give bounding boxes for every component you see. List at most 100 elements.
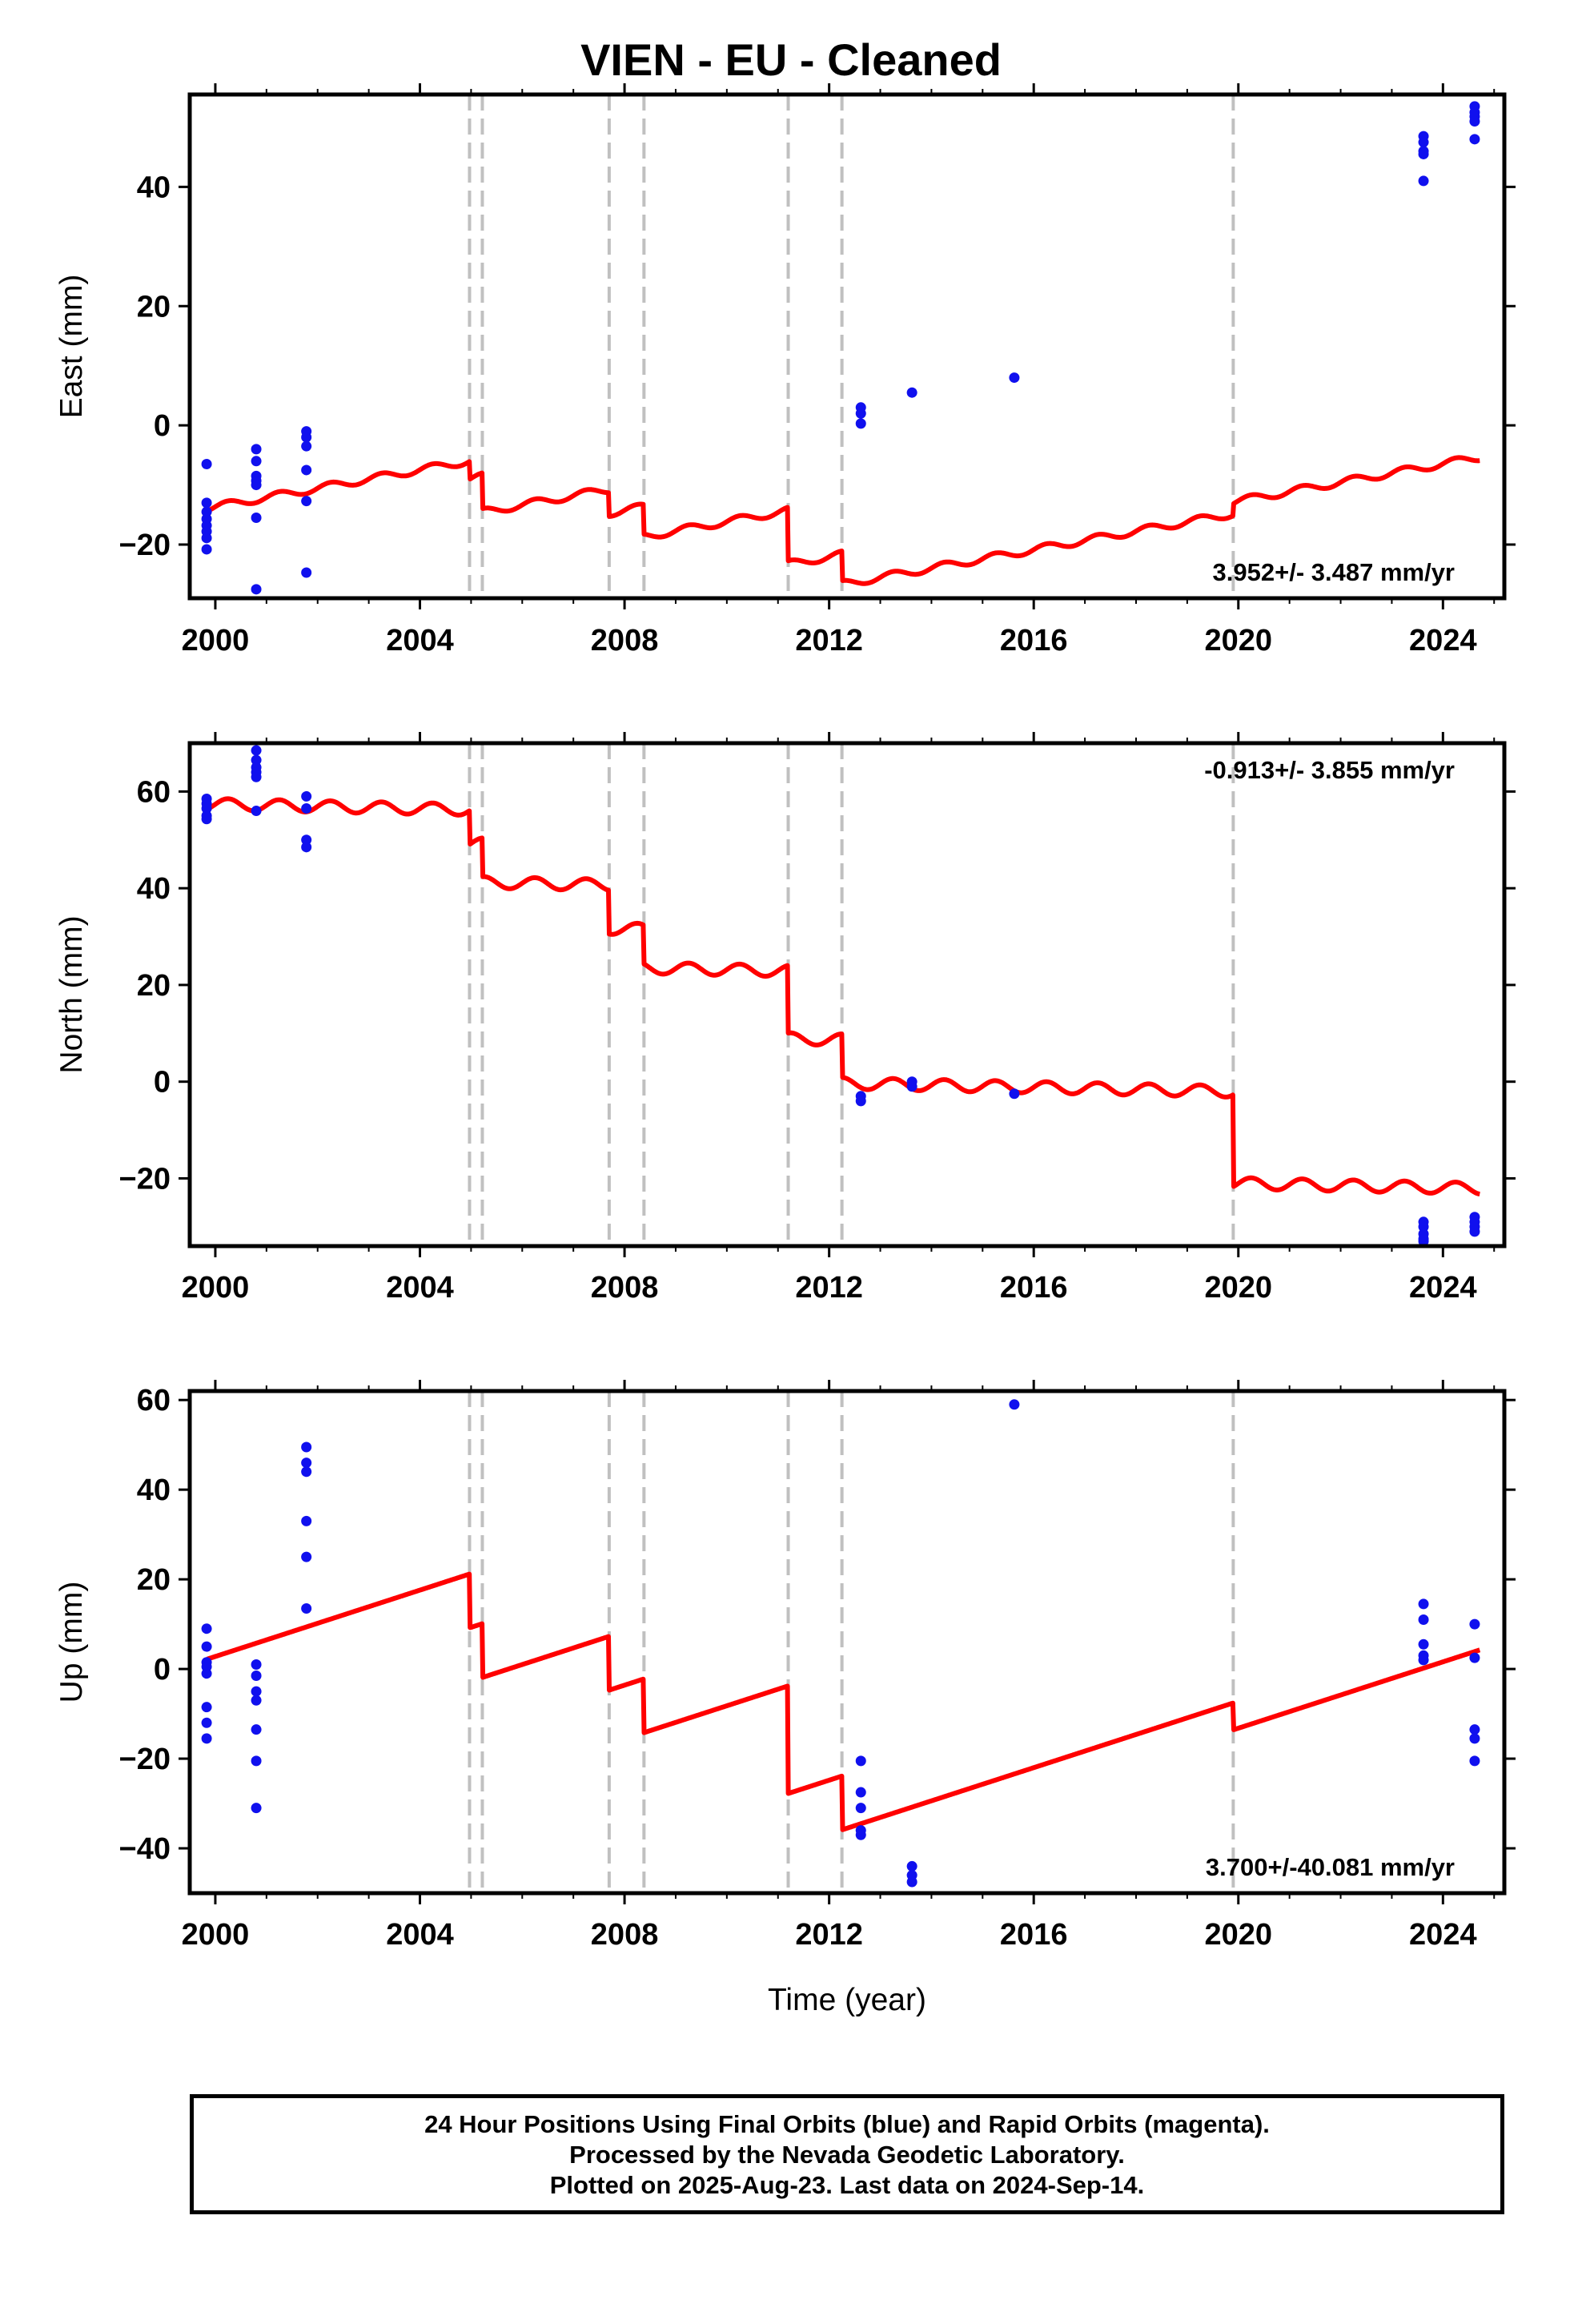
data-point-13	[251, 1724, 262, 1735]
x-tick-label: 2000	[182, 1271, 250, 1305]
data-point-17	[301, 1458, 312, 1469]
data-point-13	[301, 803, 312, 814]
data-point-36	[1469, 1618, 1480, 1630]
data-point-7	[201, 1717, 212, 1728]
y-tick-label: 20	[137, 290, 171, 324]
y-tick-label: 40	[137, 171, 171, 204]
data-point-32	[1418, 1614, 1429, 1626]
data-point-17	[301, 432, 312, 443]
data-point-18	[301, 1466, 312, 1478]
chart-title: VIEN - EU - Cleaned	[580, 34, 1002, 85]
plot-frame	[187, 1389, 1507, 1896]
north-panel: 2000 2004 2008 2012 2016 2020 2024 −20 0 20 40 60 No…	[54, 732, 1516, 1305]
data-point-14	[251, 513, 262, 524]
x-tick-label: 2000	[182, 1918, 250, 1952]
x-tick-label: 2008	[591, 624, 659, 657]
data-point-22	[855, 1755, 866, 1767]
data-point-11	[251, 1686, 262, 1697]
data-point-16	[301, 1441, 312, 1453]
x-tick-label: 2020	[1204, 624, 1272, 657]
data-point-8	[201, 544, 212, 555]
y-tick-label: 60	[137, 1384, 171, 1417]
data-point-25	[906, 387, 917, 398]
data-point-22	[1418, 1221, 1429, 1232]
x-tick-label: 2016	[1000, 1271, 1068, 1305]
data-point-10	[251, 771, 262, 782]
data-point-24	[855, 1803, 866, 1814]
y-tick-label: 20	[137, 1563, 171, 1597]
data-point-38	[1469, 1724, 1480, 1735]
x-tick-label: 2016	[1000, 624, 1068, 657]
data-point-12	[251, 1695, 262, 1706]
model-line	[205, 796, 1482, 1197]
y-axis-title: East (mm)	[54, 275, 89, 419]
data-point-30	[1418, 148, 1429, 159]
footer-line-1: 24 Hour Positions Using Final Orbits (bl…	[424, 2110, 1270, 2138]
y-tick-label: 40	[137, 1474, 171, 1507]
data-point-3	[201, 803, 212, 814]
data-point-21	[301, 567, 312, 578]
data-point-29	[1469, 1226, 1480, 1237]
x-tick-label: 2020	[1204, 1918, 1272, 1952]
data-point-1	[201, 1623, 212, 1634]
x-tick-label: 2024	[1409, 1918, 1477, 1952]
data-point-20	[301, 1551, 312, 1562]
y-axis-title: North (mm)	[54, 915, 89, 1073]
data-point-18	[301, 440, 312, 452]
data-point-35	[1469, 115, 1480, 127]
data-point-5	[201, 1668, 212, 1679]
data-point-20	[301, 496, 312, 507]
data-point-11	[251, 806, 262, 817]
data-point-1	[201, 459, 212, 470]
x-tick-label: 2008	[591, 1271, 659, 1305]
x-tick-label: 2012	[795, 1918, 863, 1952]
up-panel: 2000 2004 2008 2012 2016 2020 2024 −40 −20 0 20 40 6…	[54, 1380, 1516, 1952]
data-point-9	[251, 1659, 262, 1670]
y-tick-label: 40	[137, 872, 171, 906]
x-axis-title: Time (year)	[768, 1983, 926, 2017]
data-point-15	[251, 584, 262, 595]
y-tick-label: 0	[154, 1653, 171, 1687]
data-point-40	[1469, 1755, 1480, 1767]
x-tick-label: 2012	[795, 1271, 863, 1305]
x-tick-label: 2008	[591, 1918, 659, 1952]
y-tick-label: −40	[119, 1832, 171, 1866]
y-tick-label: 0	[154, 1066, 171, 1100]
data-point-26	[855, 1829, 866, 1840]
data-point-26	[1009, 372, 1020, 384]
data-point-36	[1469, 134, 1480, 145]
data-point-30	[1009, 1399, 1020, 1410]
data-point-19	[301, 1515, 312, 1526]
data-point-20	[1009, 1088, 1020, 1100]
rate-label: 3.952+/- 3.487 mm/yr	[1213, 558, 1455, 586]
data-point-9	[251, 444, 262, 455]
rate-label: -0.913+/- 3.855 mm/yr	[1204, 756, 1455, 784]
y-tick-label: 0	[154, 409, 171, 443]
data-point-8	[201, 1733, 212, 1744]
data-point-23	[855, 408, 866, 419]
data-point-2	[201, 1641, 212, 1652]
data-point-33	[1418, 1638, 1429, 1650]
data-point-31	[1418, 175, 1429, 187]
data-point-10	[251, 456, 262, 467]
x-tick-label: 2020	[1204, 1271, 1272, 1305]
data-point-21	[301, 1603, 312, 1614]
data-point-23	[855, 1787, 866, 1798]
east-panel: 2000 2004 2008 2012 2016 2020 2024 −20 0 20 40 East…	[54, 83, 1516, 657]
data-point-29	[906, 1876, 917, 1888]
x-tick-label: 2004	[386, 624, 454, 657]
data-point-13	[251, 480, 262, 491]
x-tick-label: 2024	[1409, 1271, 1477, 1305]
x-tick-label: 2000	[182, 624, 250, 657]
model-line	[205, 1571, 1482, 1832]
data-point-5	[201, 814, 212, 825]
data-point-15	[301, 842, 312, 853]
y-tick-label: −20	[119, 1743, 171, 1776]
x-tick-label: 2016	[1000, 1918, 1068, 1952]
data-point-17	[855, 1096, 866, 1107]
data-point-25	[1418, 1236, 1429, 1247]
data-point-15	[251, 1803, 262, 1814]
y-axis-title: Up (mm)	[54, 1582, 89, 1703]
data-point-35	[1418, 1655, 1429, 1666]
